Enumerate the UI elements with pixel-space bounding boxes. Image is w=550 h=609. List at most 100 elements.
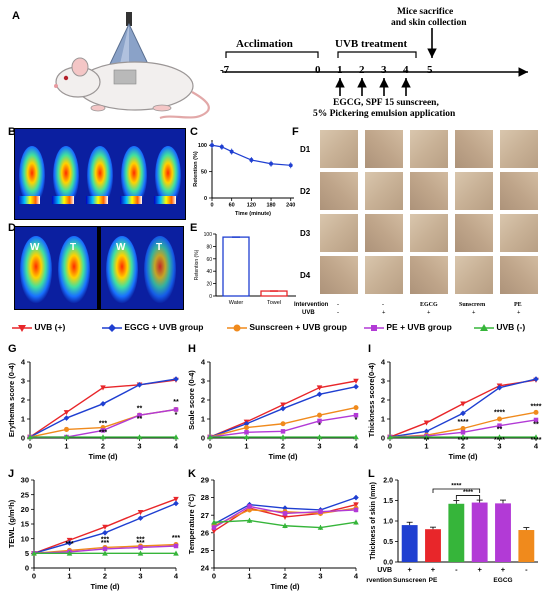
data-point	[243, 425, 250, 431]
legend-item-uvb-plus: UVB (+)	[12, 322, 65, 333]
bar	[518, 530, 535, 562]
legend-label-sunscreen: Sunscreen + UVB group	[249, 322, 347, 332]
timeline-tick-5: 5	[427, 64, 433, 76]
y-tick-label: 40	[206, 269, 212, 275]
timeline-sacrifice-line2: and skin collection	[391, 18, 467, 28]
data-point	[282, 514, 288, 520]
y-tick-label: 0	[209, 294, 212, 300]
uvb-row-label: UVB	[377, 567, 392, 574]
data-point	[288, 163, 293, 168]
significance-label: *	[355, 417, 358, 424]
y-tick-label: 10	[21, 534, 29, 543]
thermal-images-d	[14, 226, 184, 310]
timeline-application-line2: 5% Pickering emulsion application	[313, 109, 456, 119]
y-tick-label: 1.5	[383, 498, 393, 505]
data-point	[246, 517, 253, 523]
data-point	[316, 434, 323, 440]
data-point	[316, 391, 323, 398]
data-point	[497, 423, 502, 428]
data-point	[423, 428, 430, 435]
y-tick-label: 30	[21, 476, 29, 485]
x-tick-label: 2	[101, 442, 105, 451]
x-tick-label: 180	[266, 203, 275, 209]
intervention-row-value: PE	[429, 577, 438, 584]
x-axis-label: Time (d)	[270, 582, 300, 591]
x-tick-label: 2	[103, 572, 107, 581]
data-point	[244, 430, 249, 435]
significance-label: ***	[101, 537, 109, 544]
legend-label-pe: PE + UVB group	[386, 322, 452, 332]
data-point	[423, 434, 430, 440]
panel-f-row-d3: D3	[300, 229, 311, 238]
x-tick-label: 1	[64, 442, 68, 451]
panel-letter-k: K	[188, 468, 196, 480]
chart-e-retention-bar: 0 20 40 60 80 100 Retention (%) Water Towel	[194, 232, 296, 306]
y-tick-label: 3	[21, 377, 25, 386]
panel-d-label-t2: T	[156, 242, 163, 253]
data-point	[207, 434, 213, 440]
data-point	[102, 530, 108, 536]
data-point	[137, 550, 144, 556]
data-point	[353, 507, 359, 513]
data-point	[173, 496, 179, 502]
x-axis-label: Time (d)	[90, 582, 120, 591]
significance-bracket	[432, 488, 481, 494]
significance-label: ***	[101, 540, 109, 547]
x-tick-label: 4	[174, 442, 179, 451]
y-tick-label: 1	[21, 415, 25, 424]
data-point	[138, 545, 143, 550]
y-tick-label: 28	[201, 493, 209, 502]
data-point	[229, 149, 234, 154]
mouse-illustration	[54, 12, 210, 120]
legend-item-uvb-minus: UVB (-)	[474, 322, 525, 333]
x-tick-label: 3	[138, 572, 142, 581]
data-point	[353, 405, 359, 411]
y-axis-label: Thickness score(0-4)	[367, 362, 376, 437]
panel-f-uvb-label: UVB	[302, 310, 315, 316]
data-point	[173, 550, 179, 556]
chart-h-scale: 0 1 2 3 4 0 1 2 3 4 Time (d) Scale score (0-4) * *	[187, 358, 359, 461]
uvb-row-value: -	[525, 565, 528, 574]
x-tick-label: 1	[247, 572, 251, 581]
intervention-row-value: EGCG	[493, 577, 512, 584]
bar	[471, 502, 488, 562]
x-tick-label: 3	[317, 442, 321, 451]
y-tick-label: 20	[206, 282, 212, 288]
legend-label-egcg: EGCG + UVB group	[124, 322, 204, 332]
data-point	[496, 384, 503, 391]
y-axis-label: Thickness of skin (mm)	[370, 482, 377, 560]
y-tick-label: 25	[201, 546, 209, 555]
data-point	[353, 494, 359, 501]
data-point	[63, 426, 70, 432]
y-tick-label: 4	[21, 358, 26, 367]
timeline-tick-2: 2	[359, 64, 365, 76]
intervention-row-label: Intervention	[366, 577, 392, 584]
data-point	[353, 434, 359, 440]
data-point	[460, 434, 466, 440]
y-tick-label: 2	[201, 396, 205, 405]
uvb-row-value: +	[431, 565, 436, 574]
panel-letter-a: A	[12, 10, 20, 22]
data-point	[316, 412, 323, 418]
bar	[222, 236, 250, 297]
data-point	[243, 434, 250, 440]
x-axis-label: Time (minute)	[235, 211, 271, 217]
data-point	[173, 407, 179, 412]
significance-label: **	[137, 405, 143, 412]
data-point	[137, 412, 142, 418]
data-point	[211, 519, 217, 525]
panel-f-row-d4: D4	[300, 271, 311, 280]
data-point	[219, 144, 224, 149]
thermal-images-b	[14, 128, 186, 220]
panel-f-row-d1: D1	[300, 145, 311, 154]
panel-letter-g: G	[8, 343, 17, 355]
data-point	[210, 143, 214, 148]
y-tick-label: 0.0	[383, 560, 393, 567]
panel-letter-l: L	[368, 468, 375, 480]
y-tick-label: 20	[21, 505, 29, 514]
data-point	[280, 421, 286, 427]
y-tick-label: 4	[201, 358, 206, 367]
data-point	[100, 434, 106, 440]
significance-label: ****	[458, 437, 469, 444]
y-tick-label: 100	[204, 232, 213, 238]
